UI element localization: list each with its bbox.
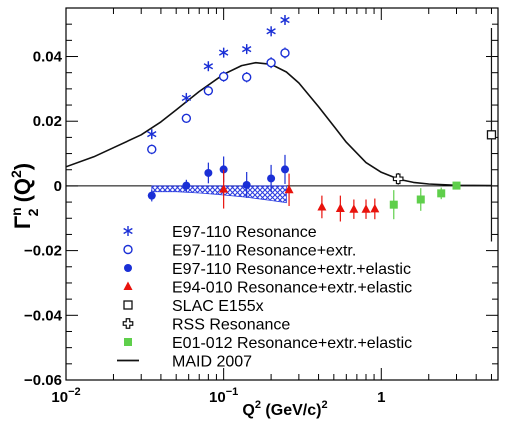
legend-marker-e97-110-resonance-extr-elastic [124, 264, 132, 272]
legend-label: SLAC E155x [172, 298, 264, 315]
e97-110-resonance-extr-point [241, 72, 252, 82]
legend-item: MAID 2007 [117, 354, 252, 371]
e94-010-resonance-extr-elastic-point [335, 203, 345, 213]
e01-012-resonance-extr-elastic-point [452, 181, 461, 190]
x-axis-label-sup2: 2 [321, 399, 327, 411]
y-tick-label: 0 [54, 178, 62, 195]
maid-2007-curve [66, 61, 492, 187]
y-axis-label-rest: (Q [10, 178, 35, 209]
y-axis-label-main: Γ [10, 216, 35, 229]
x-tick-label: 10−1 [209, 386, 238, 406]
e97-110-resonance-extr-elastic-point [204, 168, 213, 177]
legend-item: SLAC E155x [123, 298, 264, 315]
legend-label: E97-110 Resonance+extr.+elastic [172, 261, 411, 278]
y-axis-label: Γn2 (Q2) [8, 163, 41, 229]
y-tick-label: 0.02 [33, 113, 62, 130]
e97-110-resonance-extr-point [218, 71, 229, 82]
e97-110-resonance-extr-point [181, 113, 192, 124]
x-axis-label-rest: (GeV/c) [261, 402, 321, 419]
legend-label: E94-010 Resonance+extr.+elastic [172, 280, 412, 297]
y-tick-label: 0.04 [33, 49, 63, 66]
e01-012-resonance-extr-elastic-point [389, 200, 398, 209]
maid-2007-line [66, 61, 492, 187]
e94-010-resonance-extr-elastic-point [361, 204, 371, 213]
hatched-uncertainty-band [151, 185, 287, 204]
x-axis-label: Q2 (GeV/c)2 [242, 399, 327, 419]
e94-010-resonance-extr-elastic-point [370, 203, 380, 213]
x-axis-label-sup: 2 [255, 399, 261, 411]
e97-110-resonance-extr-elastic-point [280, 165, 289, 174]
e97-110-resonance-point [280, 14, 290, 25]
e94-010-resonance-extr-elastic-point [219, 184, 229, 193]
x-tick-label: 10−2 [51, 386, 80, 406]
legend-marker-e01-012-resonance-extr-elastic [124, 338, 132, 346]
x-axis-label-main: Q [242, 402, 254, 419]
e97-110-resonance-extr-elastic-point [182, 181, 191, 190]
legend-marker-e94-010-resonance-extr-elastic [123, 281, 133, 290]
e97-110-resonance-extr-point [266, 57, 276, 68]
legend-marker-slac-e155x [123, 300, 133, 310]
x-tick-label: 1 [377, 389, 385, 406]
y-tick-label: −0.04 [24, 307, 63, 324]
e97-110-resonance-point [181, 92, 192, 103]
e94-010-resonance-extr-elastic-point [349, 204, 359, 213]
e97-110-resonance-point [241, 44, 252, 55]
e97-110-resonance-point [203, 61, 214, 72]
legend-label: E97-110 Resonance+extr. [172, 243, 356, 260]
y-axis-label-sup2: 2 [8, 170, 24, 178]
legend-item: E97-110 Resonance+extr.+elastic [124, 261, 411, 278]
e97-110-resonance-extr-point [280, 48, 290, 58]
legend-label: RSS Resonance [172, 317, 290, 334]
e01-012-resonance-extr-elastic-point [437, 189, 446, 198]
e97-110-resonance-extr-point [203, 86, 214, 96]
legend-item: E97-110 Resonance+extr. [123, 243, 356, 260]
e97-110-resonance-point [218, 47, 229, 58]
slac-e155x-point [486, 130, 497, 140]
e97-110-resonance-point [147, 129, 157, 140]
e97-110-resonance-point [266, 26, 276, 37]
y-tick-label: −0.06 [24, 372, 62, 389]
y-axis-label-sup: n [8, 207, 24, 216]
legend-item: E97-110 Resonance [123, 224, 317, 241]
data-points [147, 14, 497, 242]
legend-label: E01-012 Resonance+extr.+elastic [172, 335, 412, 352]
plot-frame [65, 7, 499, 381]
e97-110-resonance-extr-point [147, 144, 157, 155]
legend-label: E97-110 Resonance [172, 224, 317, 241]
e97-110-resonance-extr-elastic-point [219, 165, 228, 174]
y-axis-label-sub: 2 [25, 208, 41, 216]
y-axis-label-end: ) [10, 163, 35, 170]
legend-item: RSS Resonance [122, 317, 290, 334]
legend-item: E94-010 Resonance+extr.+elastic [123, 280, 412, 297]
legend-item: E01-012 Resonance+extr.+elastic [124, 335, 412, 352]
y-tick-label: −0.02 [24, 243, 62, 260]
legend: E97-110 Resonance E97-110 Resonance+extr.… [117, 224, 412, 371]
legend-marker-e97-110-resonance-extr [123, 244, 133, 255]
e97-110-resonance-extr-elastic-point [267, 174, 276, 183]
e01-012-resonance-extr-elastic-point [416, 195, 425, 204]
e97-110-resonance-extr-elastic-point [147, 191, 156, 200]
hatched-band-area [151, 185, 287, 204]
e97-110-resonance-extr-elastic-point [242, 180, 251, 189]
legend-label: MAID 2007 [172, 354, 252, 371]
e94-010-resonance-extr-elastic-point [317, 201, 327, 211]
legend-marker-rss-resonance [122, 318, 134, 329]
svg-text:Γn2 (Q2): Γn2 (Q2) [8, 163, 41, 229]
e94-010-resonance-extr-elastic-point [284, 184, 294, 194]
legend-marker-e97-110-resonance [123, 226, 133, 236]
rss-resonance-point [392, 173, 404, 185]
